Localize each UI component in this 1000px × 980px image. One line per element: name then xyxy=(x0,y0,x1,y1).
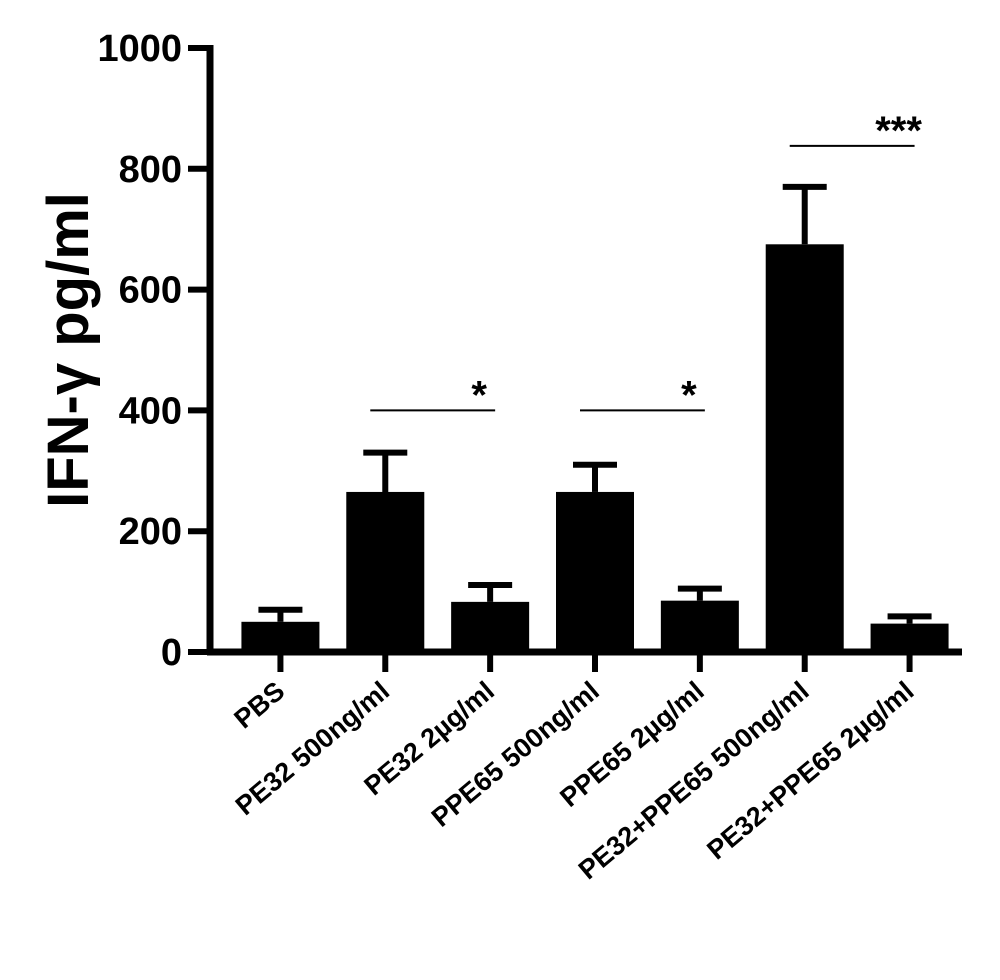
bar-2 xyxy=(451,601,530,652)
x-tick-label-0: PBS xyxy=(228,676,290,735)
y-tick-label-600: 600 xyxy=(119,270,182,312)
bar-1 xyxy=(346,491,425,652)
significance-label-2: *** xyxy=(875,109,922,153)
x-tick-label-6: PE32+PPE65 2µg/ml xyxy=(701,676,919,866)
y-tick-label-200: 200 xyxy=(119,511,182,553)
bar-4 xyxy=(660,600,739,652)
bar-5 xyxy=(765,244,844,653)
y-tick-label-1000: 1000 xyxy=(97,28,182,70)
y-tick-label-800: 800 xyxy=(119,149,182,191)
bar-3 xyxy=(556,491,634,652)
significance-label-0: * xyxy=(471,373,487,417)
bar-6 xyxy=(870,623,949,652)
y-tick-label-0: 0 xyxy=(161,632,182,674)
y-axis-label: IFN-γ pg/ml xyxy=(36,192,101,508)
y-tick-label-400: 400 xyxy=(119,390,182,432)
bar-0 xyxy=(241,621,320,652)
significance-label-1: * xyxy=(681,373,697,417)
